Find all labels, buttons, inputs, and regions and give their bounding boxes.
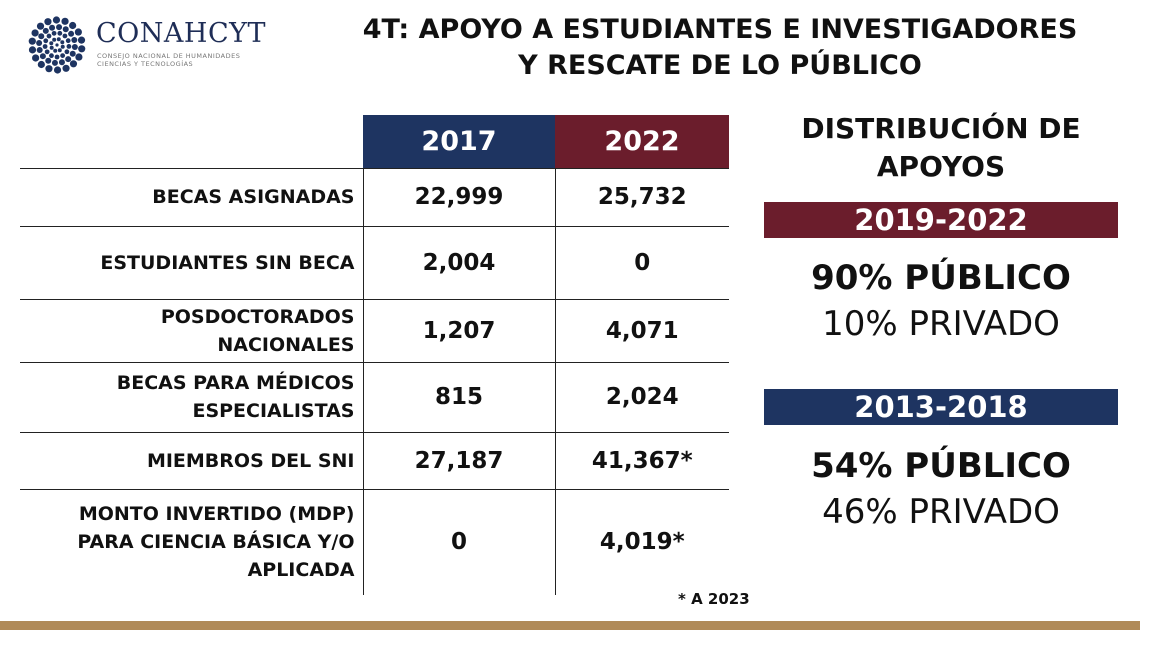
publico-2019-2022: 90% PÚBLICO — [811, 258, 1071, 298]
table-row: BECAS ASIGNADAS 22,999 25,732 — [20, 167, 729, 226]
row-label: POSDOCTORADOS NACIONALES — [20, 298, 363, 362]
row-label: MIEMBROS DEL SNI — [20, 431, 363, 489]
slide-title: 4T: APOYO A ESTUDIANTES E INVESTIGADORES… — [362, 14, 1078, 81]
row-label: MONTO INVERTIDO (MDP) PARA CIENCIA BÁSIC… — [20, 488, 363, 595]
table-header: 2017 2022 — [20, 115, 729, 168]
publico-2013-2018: 54% PÚBLICO — [811, 446, 1071, 486]
conahcyt-logo-icon — [28, 16, 86, 74]
header-2017: 2017 — [363, 115, 555, 168]
value-2022: 2,024 — [554, 361, 729, 432]
footnote: * A 2023 — [678, 590, 750, 608]
value-2017: 22,999 — [362, 167, 555, 226]
footer-gold-bar — [0, 621, 1140, 630]
value-2017: 0 — [362, 488, 555, 595]
logo-name: CONAHCYT — [96, 18, 266, 49]
period-bar-2019-2022: 2019-2022 — [764, 202, 1118, 238]
value-2022: 25,732 — [554, 167, 729, 226]
distribution-title: DISTRIBUCIÓN DE APOYOS — [801, 112, 1081, 183]
value-2022: 4,071 — [554, 298, 729, 362]
period-bar-2013-2018: 2013-2018 — [764, 389, 1118, 425]
header-2022: 2022 — [555, 115, 729, 168]
value-2017: 1,207 — [362, 298, 555, 362]
table-row: MIEMBROS DEL SNI 27,187 41,367* — [20, 431, 729, 489]
value-2022: 4,019* — [554, 488, 729, 595]
row-label: BECAS ASIGNADAS — [20, 167, 363, 226]
logo-subtitle: CONSEJO NACIONAL DE HUMANIDADES CIENCIAS … — [97, 52, 241, 68]
comparison-table: 2017 2022 BECAS ASIGNADAS 22,999 25,732 EST… — [20, 115, 729, 595]
value-2017: 27,187 — [362, 431, 555, 489]
value-2022: 41,367* — [554, 431, 729, 489]
value-2017: 815 — [362, 361, 555, 432]
table-row: BECAS PARA MÉDICOS ESPECIALISTAS 815 2,024 — [20, 361, 729, 432]
table-row: POSDOCTORADOS NACIONALES 1,207 4,071 — [20, 298, 729, 362]
row-label: BECAS PARA MÉDICOS ESPECIALISTAS — [20, 361, 363, 432]
table-row: ESTUDIANTES SIN BECA 2,004 0 — [20, 225, 729, 299]
privado-2019-2022: 10% PRIVADO — [822, 304, 1060, 344]
privado-2013-2018: 46% PRIVADO — [822, 492, 1060, 532]
value-2017: 2,004 — [362, 225, 555, 299]
value-2022: 0 — [554, 225, 729, 299]
row-label: ESTUDIANTES SIN BECA — [20, 225, 363, 299]
table-row: MONTO INVERTIDO (MDP) PARA CIENCIA BÁSIC… — [20, 488, 729, 595]
